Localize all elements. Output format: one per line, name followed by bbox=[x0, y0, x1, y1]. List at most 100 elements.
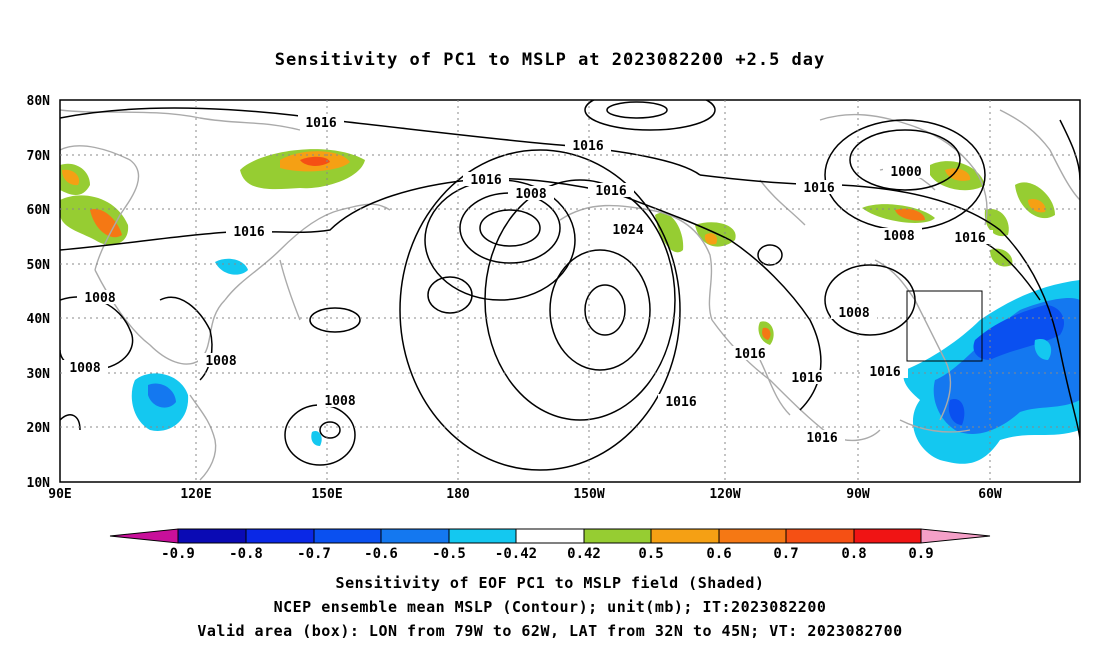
shade-positive-region bbox=[655, 212, 684, 253]
sensitivity-shading bbox=[60, 149, 1080, 464]
svg-text:1008: 1008 bbox=[324, 394, 355, 409]
colorbar-label: -0.8 bbox=[229, 546, 263, 562]
contour-label: 1008 bbox=[77, 290, 123, 306]
colorbar-bin bbox=[650, 528, 720, 544]
gridlines bbox=[60, 100, 1080, 482]
shade-positive-core bbox=[300, 156, 330, 166]
lon-label-180: 180 bbox=[446, 487, 470, 502]
contour-label: 1008 bbox=[508, 186, 554, 202]
colorbar-label: 0.9 bbox=[908, 546, 933, 562]
contour-label: 1016 bbox=[796, 180, 842, 196]
caption-line-2: NCEP ensemble mean MSLP (Contour); unit(… bbox=[273, 598, 827, 616]
lat-label-60n: 60N bbox=[27, 203, 51, 218]
svg-text:1008: 1008 bbox=[205, 354, 236, 369]
shade-positive-region bbox=[984, 209, 1009, 237]
lat-label-20n: 20N bbox=[27, 421, 51, 436]
svg-text:1016: 1016 bbox=[954, 231, 985, 246]
svg-text:1016: 1016 bbox=[233, 225, 264, 240]
colorbar-label: 0.7 bbox=[773, 546, 798, 562]
contour-label: 1016 bbox=[588, 183, 634, 199]
colorbar-bin bbox=[313, 528, 382, 544]
shade-negative-core bbox=[148, 383, 176, 408]
svg-text:1008: 1008 bbox=[69, 361, 100, 376]
svg-text:1016: 1016 bbox=[595, 184, 626, 199]
lat-label-70n: 70N bbox=[27, 149, 51, 164]
colorbar-below-triangle bbox=[109, 528, 179, 544]
svg-text:1000: 1000 bbox=[890, 165, 921, 180]
svg-text:1016: 1016 bbox=[791, 371, 822, 386]
colorbar-label: -0.5 bbox=[432, 546, 466, 562]
colorbar-label: 0.42 bbox=[567, 546, 601, 562]
svg-text:1016: 1016 bbox=[470, 173, 501, 188]
svg-text:1024: 1024 bbox=[612, 223, 643, 238]
contour-label: 1016 bbox=[784, 370, 830, 386]
colorbar-bin bbox=[853, 528, 922, 544]
contour-label: 1024 bbox=[605, 222, 651, 238]
contour-label: 1016 bbox=[799, 430, 845, 446]
shade-positive-core bbox=[762, 327, 771, 340]
caption-line-1: Sensitivity of EOF PC1 to MSLP field (Sh… bbox=[335, 574, 765, 592]
valid-area-box bbox=[906, 290, 983, 362]
shade-negative-region bbox=[1034, 339, 1052, 360]
lat-label-80n: 80N bbox=[27, 94, 51, 109]
shade-negative-region bbox=[311, 430, 322, 446]
shade-positive-core bbox=[945, 168, 971, 181]
colorbar-label: -0.42 bbox=[495, 546, 537, 562]
colorbar-bin bbox=[380, 528, 450, 544]
svg-text:1016: 1016 bbox=[734, 347, 765, 362]
colorbar-label: 0.5 bbox=[638, 546, 663, 562]
colorbar-bin bbox=[718, 528, 787, 544]
colorbar-label: 0.8 bbox=[841, 546, 866, 562]
svg-text:1016: 1016 bbox=[806, 431, 837, 446]
shade-negative-region bbox=[215, 258, 248, 275]
shade-positive-core bbox=[704, 233, 718, 245]
mslp-contours bbox=[60, 100, 1080, 471]
contour-label: 1008 bbox=[876, 228, 922, 244]
contour-label: 1008 bbox=[62, 360, 108, 376]
contour-label: 1000 bbox=[883, 164, 929, 180]
svg-text:1016: 1016 bbox=[572, 139, 603, 154]
svg-text:1008: 1008 bbox=[515, 187, 546, 202]
colorbar-label: 0.6 bbox=[706, 546, 731, 562]
contour-label: 1016 bbox=[727, 346, 773, 362]
contour-label: 1008 bbox=[831, 305, 877, 321]
colorbar-bin bbox=[583, 528, 652, 544]
colorbar-label: -0.9 bbox=[161, 546, 195, 562]
lat-label-30n: 30N bbox=[27, 367, 51, 382]
shade-negative-core bbox=[948, 399, 965, 425]
colorbar-bin bbox=[177, 528, 247, 544]
contour-label: 1016 bbox=[463, 172, 509, 188]
contour-label: 1008 bbox=[317, 393, 363, 409]
shade-positive-core bbox=[895, 208, 925, 221]
svg-text:1016: 1016 bbox=[869, 365, 900, 380]
plot-frame bbox=[59, 99, 1081, 483]
svg-text:1016: 1016 bbox=[803, 181, 834, 196]
colorbar-bin bbox=[245, 528, 315, 544]
colorbar-label: -0.6 bbox=[364, 546, 398, 562]
contour-label: 1016 bbox=[226, 224, 272, 240]
shade-positive-core bbox=[90, 209, 122, 238]
chart-title: Sensitivity of PC1 to MSLP at 2023082200… bbox=[274, 50, 826, 70]
lon-label-150e: 150E bbox=[311, 487, 342, 502]
lon-label-120w: 120W bbox=[709, 487, 740, 502]
svg-text:1016: 1016 bbox=[665, 395, 696, 410]
svg-text:1016: 1016 bbox=[305, 116, 336, 131]
contour-label: 1016 bbox=[298, 115, 344, 131]
svg-text:1008: 1008 bbox=[84, 291, 115, 306]
contour-label: 1016 bbox=[658, 394, 704, 410]
shade-positive-core bbox=[62, 169, 80, 186]
lat-label-50n: 50N bbox=[27, 258, 51, 273]
lon-label-150w: 150W bbox=[573, 487, 604, 502]
colorbar-above-triangle bbox=[920, 528, 991, 544]
lat-label-40n: 40N bbox=[27, 312, 51, 327]
contour-label: 1016 bbox=[862, 364, 908, 380]
colorbar-label: -0.7 bbox=[297, 546, 331, 562]
contour-label: 1016 bbox=[565, 138, 611, 154]
colorbar bbox=[109, 528, 991, 544]
colorbar-bin bbox=[448, 528, 517, 544]
contour-label: 1008 bbox=[198, 353, 244, 369]
lon-label-90e: 90E bbox=[48, 487, 71, 502]
lon-label-120e: 120E bbox=[180, 487, 211, 502]
caption-line-3: Valid area (box): LON from 79W to 62W, L… bbox=[197, 622, 903, 640]
